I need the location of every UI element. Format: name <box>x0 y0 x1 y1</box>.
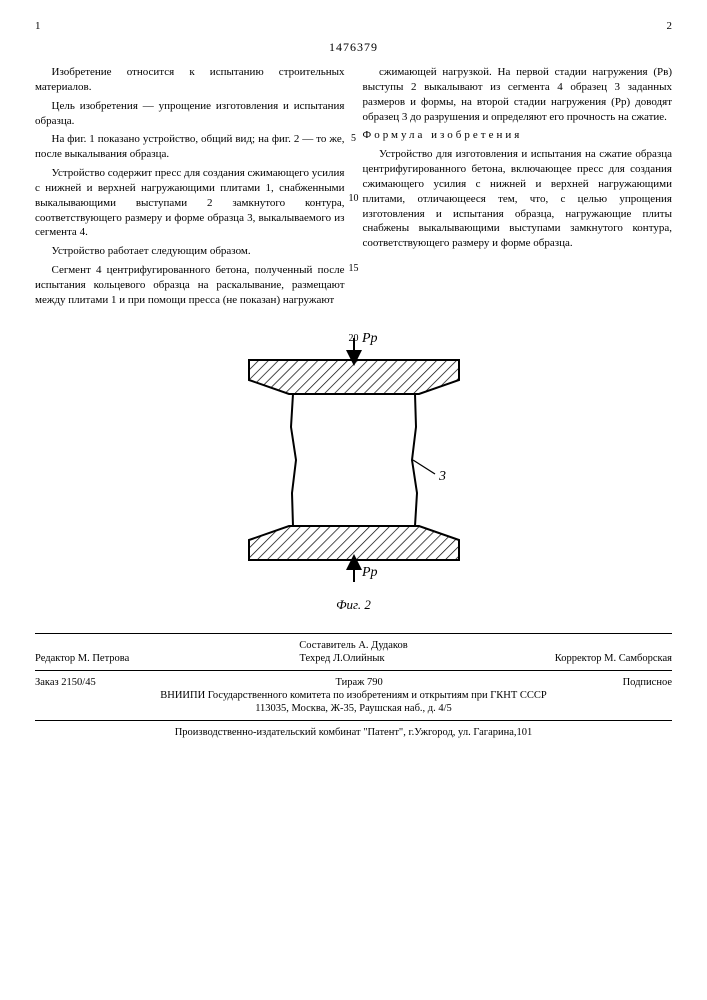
line-num: 10 <box>345 193 363 204</box>
page-num-left: 1 <box>35 20 41 32</box>
para: Цель изобретения — упрощение изготовлени… <box>35 99 345 129</box>
text-columns: Изобретение относится к испытанию строит… <box>35 65 672 312</box>
printer: Производственно-издательский комбинат "П… <box>35 727 672 738</box>
line-num: 15 <box>345 263 363 274</box>
svg-text:Pр: Pр <box>361 565 378 580</box>
rule <box>35 633 672 634</box>
credits-row: Редактор М. Петрова Техред Л.Олийнык Кор… <box>35 653 672 664</box>
editor: Редактор М. Петрова <box>35 653 129 664</box>
para: сжимающей нагрузкой. На первой стадии на… <box>363 65 673 124</box>
figure-svg: Pр Pр 3 <box>239 330 469 590</box>
signed: Подписное <box>623 677 672 688</box>
svg-text:3: 3 <box>438 469 446 484</box>
org-line1: ВНИИПИ Государственного комитета по изоб… <box>35 690 672 701</box>
para: Сегмент 4 центрифугированного бетона, по… <box>35 263 345 308</box>
rule <box>35 670 672 671</box>
figure-caption: Фиг. 2 <box>35 597 672 613</box>
rule <box>35 720 672 721</box>
para-claim: Устройство для изготовления и испытания … <box>363 147 673 251</box>
header-row: 1 2 <box>35 20 672 32</box>
figure-2: Pр Pр 3 Фиг. 2 <box>35 330 672 613</box>
left-column: Изобретение относится к испытанию строит… <box>35 65 345 312</box>
formula-title: Формула изобретения <box>363 128 673 143</box>
para: Устройство содержит пресс для создания с… <box>35 166 345 240</box>
line-num: 20 <box>345 333 363 344</box>
para: Устройство работает следующим образом. <box>35 244 345 259</box>
right-column: сжимающей нагрузкой. На первой стадии на… <box>363 65 673 312</box>
page-num-right: 2 <box>667 20 673 32</box>
para: На фиг. 1 показано устройство, общий вид… <box>35 132 345 162</box>
techred: Техред Л.Олийнык <box>299 653 384 664</box>
page: 1 2 1476379 Изобретение относится к испы… <box>0 0 707 760</box>
para: Изобретение относится к испытанию строит… <box>35 65 345 95</box>
svg-text:Pр: Pр <box>361 331 378 346</box>
line-num: 5 <box>345 133 363 144</box>
corrector: Корректор М. Самборская <box>555 653 672 664</box>
patent-number: 1476379 <box>35 40 672 55</box>
tirazh: Тираж 790 <box>335 677 382 688</box>
order-row: Заказ 2150/45 Тираж 790 Подписное <box>35 677 672 688</box>
footer-block: Составитель А. Дудаков Редактор М. Петро… <box>35 633 672 738</box>
org-line2: 113035, Москва, Ж-35, Раушская наб., д. … <box>35 703 672 714</box>
compiler: Составитель А. Дудаков <box>35 640 672 651</box>
order-no: Заказ 2150/45 <box>35 677 96 688</box>
